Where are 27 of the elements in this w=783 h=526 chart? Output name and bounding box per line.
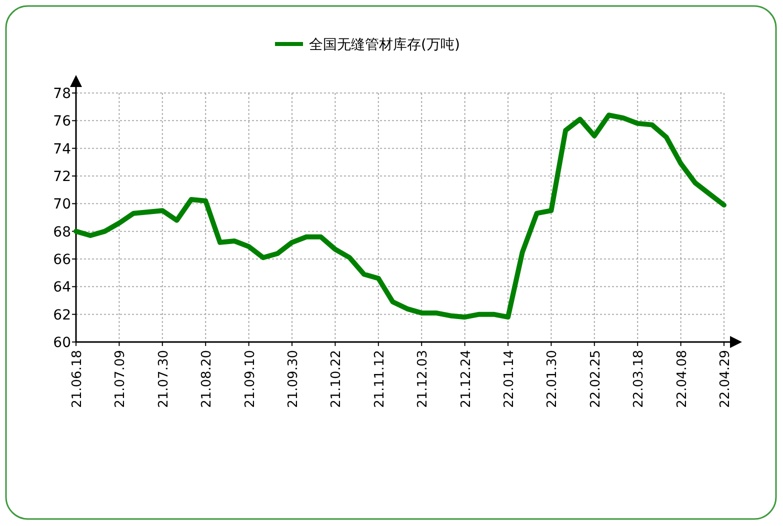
y-tick-label: 70 (53, 196, 71, 213)
y-tick-label: 72 (53, 169, 71, 185)
y-tick-label: 66 (53, 252, 72, 268)
x-tick-label: 21.06.18 (70, 350, 85, 408)
y-tick-label: 78 (53, 86, 71, 102)
x-tick-label: 22.04.08 (674, 350, 690, 408)
x-tick-label: 22.01.30 (545, 350, 560, 408)
x-tick-label: 22.04.29 (718, 350, 733, 408)
x-tick-label: 21.12.03 (416, 350, 431, 408)
x-tick-label: 22.02.25 (588, 350, 604, 408)
x-tick-label: 21.08.20 (200, 350, 215, 408)
x-tick-label: 21.09.10 (242, 350, 258, 408)
y-tick-label: 74 (53, 141, 72, 158)
x-tick-label: 21.11.12 (372, 350, 388, 408)
x-tick-label: 22.01.14 (502, 350, 517, 408)
x-tick-label: 21.07.30 (156, 350, 172, 408)
y-tick-label: 62 (53, 307, 71, 324)
x-tick-label: 21.12.24 (458, 350, 474, 408)
x-tick-label: 21.07.09 (113, 350, 128, 408)
y-tick-label: 68 (53, 224, 71, 240)
y-tick-label: 76 (53, 114, 72, 130)
x-tick-label: 21.09.30 (286, 350, 301, 408)
y-tick-label: 64 (53, 280, 72, 296)
x-tick-label: 22.03.18 (632, 350, 647, 408)
x-tick-label: 21.10.22 (329, 350, 344, 408)
legend-label: 全国无缝管材库存(万吨) (309, 37, 460, 53)
y-tick-label: 60 (53, 335, 71, 351)
